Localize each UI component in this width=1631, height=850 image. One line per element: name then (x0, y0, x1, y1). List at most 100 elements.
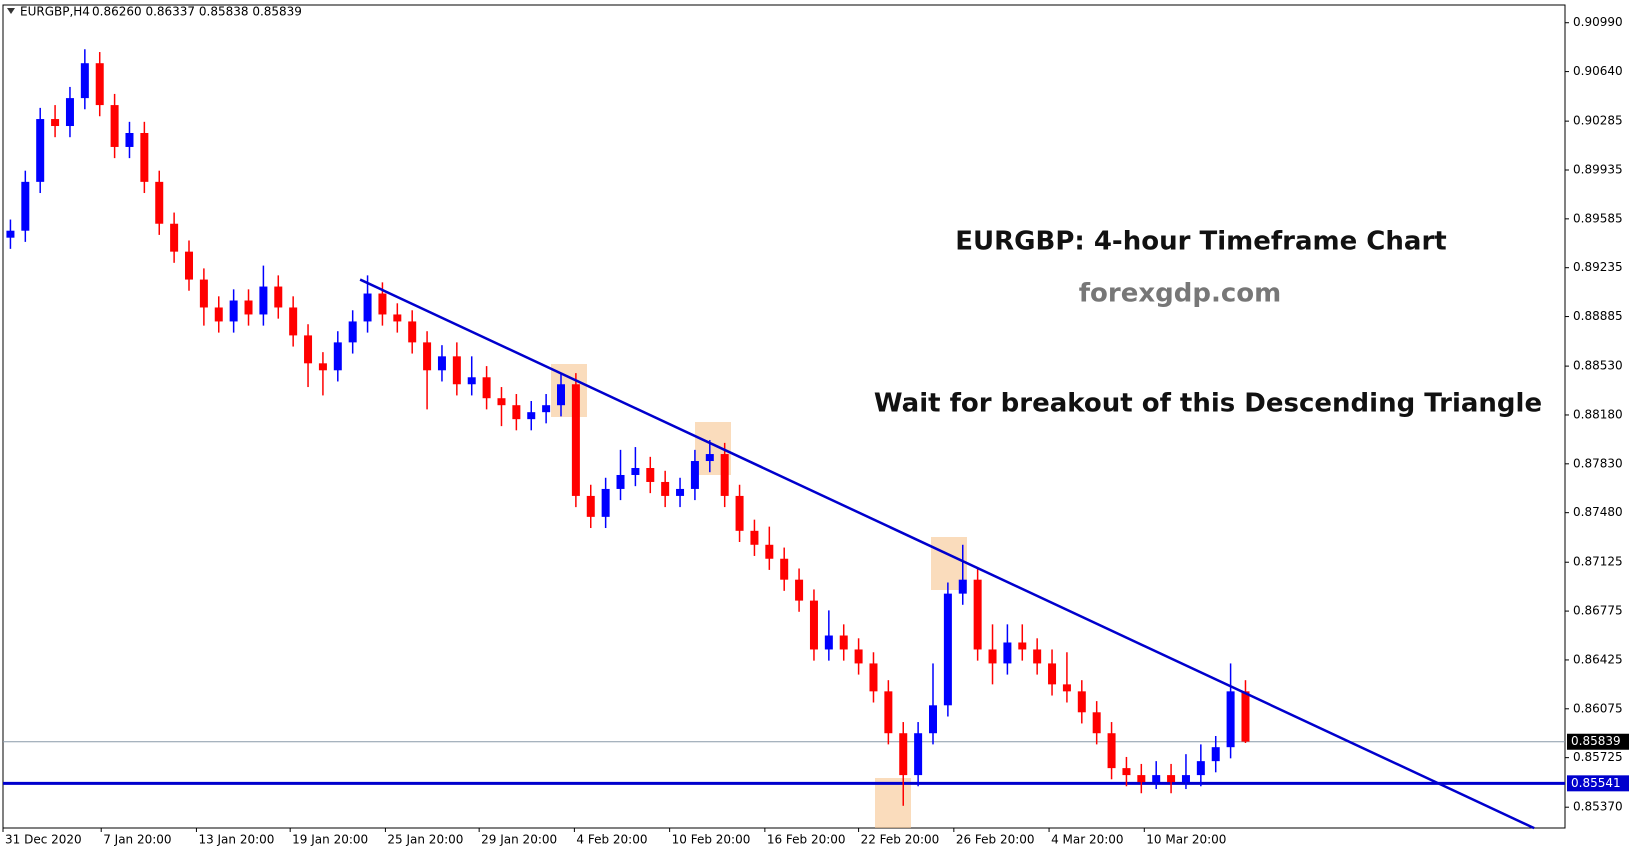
y-tick-label: 0.90990 (1573, 15, 1623, 29)
candle-body (616, 474, 625, 489)
annotation-note: Wait for breakout of this Descending Tri… (874, 389, 1542, 419)
highlight-box (875, 778, 911, 828)
candle-body (542, 405, 551, 413)
candle-body (482, 377, 491, 399)
candle-body (6, 230, 15, 238)
candle-body (690, 461, 699, 489)
y-tick-label: 0.86075 (1573, 701, 1623, 715)
x-tick-label: 31 Dec 2020 (5, 833, 82, 847)
x-tick-label: 7 Jan 20:00 (103, 833, 171, 847)
menu-icon (7, 8, 15, 14)
candle-body (884, 691, 893, 734)
y-tick-label: 0.89585 (1573, 211, 1623, 225)
candle-body (259, 286, 268, 315)
x-tick-label: 22 Feb 20:00 (861, 833, 940, 847)
candle-body (661, 481, 670, 496)
last-price-box (1567, 733, 1629, 750)
candle-body (586, 495, 595, 517)
candle-body (1167, 775, 1176, 783)
y-tick-label: 0.86775 (1573, 604, 1623, 618)
candle-body (21, 181, 30, 231)
candle-body (289, 307, 298, 336)
trendline (359, 278, 1535, 830)
candle-body (646, 468, 655, 482)
plot-frame (2, 4, 1566, 829)
candle-body (304, 335, 313, 364)
candle-body (423, 342, 432, 371)
candle-body (199, 279, 208, 308)
candle-body (571, 384, 580, 496)
candle-body (140, 133, 149, 182)
candle-body (333, 342, 342, 371)
y-tick-label: 0.89935 (1573, 162, 1623, 176)
candle-body (557, 384, 565, 406)
x-tick-label: 4 Mar 20:00 (1051, 833, 1124, 847)
candle-body (452, 356, 461, 385)
y-tick-label: 0.89235 (1573, 260, 1623, 274)
candle-body (437, 356, 446, 371)
candle-body (899, 733, 908, 776)
marks (3, 49, 1565, 830)
y-tick-label: 0.86425 (1573, 652, 1623, 666)
candle-body (363, 293, 372, 322)
candle-body (125, 133, 134, 147)
candle-body (1077, 691, 1086, 713)
candle-body (378, 293, 387, 315)
y-tick-label: 0.87125 (1573, 555, 1623, 569)
candle-body (348, 321, 357, 343)
candle-body (393, 314, 402, 322)
candle-body (854, 649, 863, 664)
y-tick-label: 0.87480 (1573, 505, 1623, 519)
candle-body (110, 105, 119, 147)
candle-body (1122, 768, 1131, 776)
candle-body (95, 63, 104, 106)
annotation-title: EURGBP: 4-hour Timeframe Chart (955, 227, 1446, 257)
candle-body (750, 530, 759, 545)
candle-body (229, 300, 238, 322)
candle-body (1003, 642, 1012, 664)
y-tick-label: 0.88530 (1573, 359, 1623, 373)
candle-body (1152, 775, 1161, 783)
candle-body (795, 579, 804, 601)
candle-body (929, 705, 937, 734)
candle-body (512, 405, 521, 420)
candle-body (1181, 775, 1190, 783)
x-tick-label: 25 Jan 20:00 (387, 833, 463, 847)
x-tick-label: 26 Feb 20:00 (956, 833, 1035, 847)
x-tick-label: 16 Feb 20:00 (767, 833, 846, 847)
candle-body (408, 321, 417, 343)
candle-body (958, 579, 967, 594)
candle-body (214, 307, 223, 322)
candle-body (765, 544, 774, 559)
candle-body (36, 119, 45, 182)
candle-body (80, 63, 89, 99)
candle-body (676, 488, 685, 496)
candle-body (318, 363, 327, 371)
candle-body (631, 468, 640, 475)
candle-body (720, 454, 729, 496)
x-tick-label: 4 Feb 20:00 (576, 833, 647, 847)
candle-body (1018, 642, 1027, 650)
x-tick-label: 29 Jan 20:00 (481, 833, 557, 847)
y-tick-label: 0.88885 (1573, 309, 1623, 323)
candle-body (467, 377, 476, 385)
y-tick-label: 0.90640 (1573, 64, 1623, 78)
candle-body (1048, 663, 1057, 685)
x-tick-label: 19 Jan 20:00 (292, 833, 368, 847)
candle-body (1092, 712, 1101, 734)
y-tick-label: 0.87830 (1573, 456, 1623, 470)
candle-body (274, 286, 283, 308)
annotation-site: forexgdp.com (1079, 279, 1281, 309)
candle-body (1241, 691, 1250, 742)
x-tick-label: 13 Jan 20:00 (198, 833, 274, 847)
candle-body (824, 635, 833, 650)
candle-body (914, 733, 923, 776)
candle-body (1196, 761, 1205, 776)
y-tick-label: 0.88180 (1573, 407, 1623, 421)
support-label: 0.85541 (1571, 776, 1621, 790)
last-price-label: 0.85839 (1571, 734, 1621, 748)
support-box (1567, 775, 1629, 792)
candle-body (527, 412, 536, 420)
